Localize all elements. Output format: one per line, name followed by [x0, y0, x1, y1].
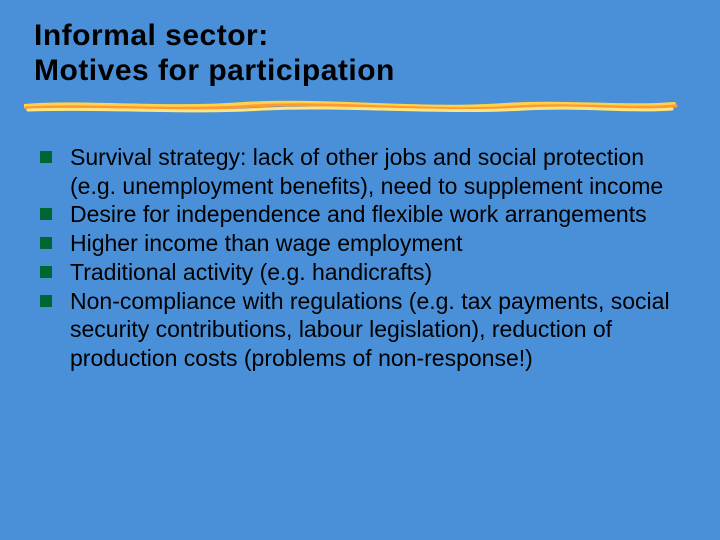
list-item: Non-compliance with regulations (e.g. ta…: [40, 287, 686, 373]
bullet-square-icon: [40, 151, 52, 163]
title-line-2: Motives for participation: [34, 53, 686, 88]
brush-underline-icon: [24, 97, 684, 117]
bullet-text: Desire for independence and flexible wor…: [70, 200, 647, 229]
title-underline: [34, 97, 686, 115]
list-item: Survival strategy: lack of other jobs an…: [40, 143, 686, 201]
title-block: Informal sector: Motives for participati…: [34, 18, 686, 89]
title-line-1: Informal sector:: [34, 18, 686, 53]
bullet-text: Traditional activity (e.g. handicrafts): [70, 258, 432, 287]
bullet-text: Non-compliance with regulations (e.g. ta…: [70, 287, 686, 373]
bullet-square-icon: [40, 266, 52, 278]
bullet-text: Survival strategy: lack of other jobs an…: [70, 143, 686, 201]
slide: Informal sector: Motives for participati…: [0, 0, 720, 540]
bullet-square-icon: [40, 237, 52, 249]
bullet-square-icon: [40, 208, 52, 220]
bullet-list: Survival strategy: lack of other jobs an…: [34, 143, 686, 373]
list-item: Desire for independence and flexible wor…: [40, 200, 686, 229]
bullet-text: Higher income than wage employment: [70, 229, 462, 258]
list-item: Traditional activity (e.g. handicrafts): [40, 258, 686, 287]
list-item: Higher income than wage employment: [40, 229, 686, 258]
bullet-square-icon: [40, 295, 52, 307]
